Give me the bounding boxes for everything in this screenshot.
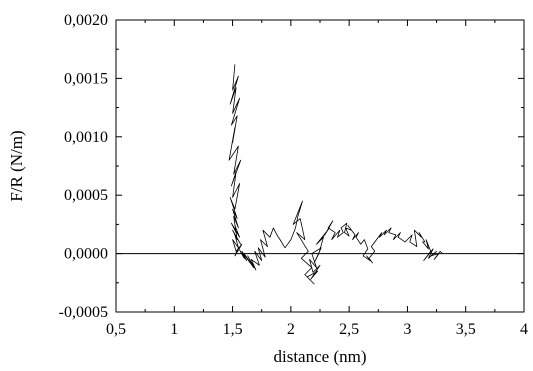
x-axis-title: distance (nm) <box>274 347 367 366</box>
x-tick-label: 3 <box>403 321 411 338</box>
x-tick-label: 0,5 <box>106 321 126 338</box>
series-layer <box>228 64 443 285</box>
x-tick-label: 4 <box>520 321 528 338</box>
y-tick-label: 0,0005 <box>64 187 108 204</box>
x-tick-label: 2 <box>287 321 295 338</box>
plot-frame <box>115 19 525 313</box>
y-axis-title: F/R (N/m) <box>7 130 26 201</box>
y-tick-label: 0,0000 <box>64 246 108 263</box>
y-tick-label: -0,0005 <box>59 304 108 321</box>
y-tick-label: 0,0010 <box>64 129 108 146</box>
x-tick-label: 2,5 <box>339 321 359 338</box>
x-tick-label: 1,5 <box>223 321 243 338</box>
y-tick-label: 0,0020 <box>64 12 108 29</box>
series-line <box>228 64 443 285</box>
x-tick-label: 1 <box>170 321 178 338</box>
y-tick-label: 0,0015 <box>64 70 108 87</box>
x-tick-label: 3,5 <box>456 321 476 338</box>
axis-ticks: 0,5 1 1,5 2 2,5 3 3,5 4 -0,0005 0,0000 0,0005 0,001… <box>59 12 528 338</box>
